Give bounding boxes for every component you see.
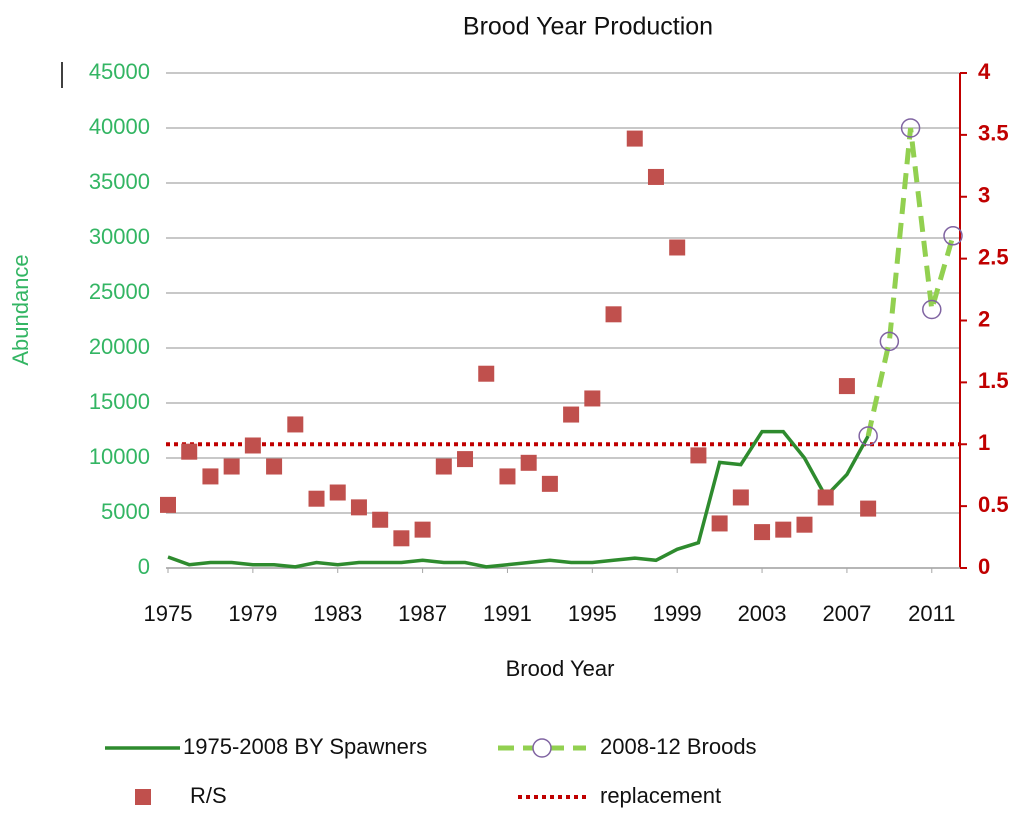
scatter-point	[499, 468, 516, 485]
y2-tick-label: 1	[978, 430, 990, 455]
y-tick-label: 40000	[89, 114, 150, 139]
y-tick-label: 30000	[89, 224, 150, 249]
scatter-point	[754, 524, 771, 541]
x-tick-label: 1975	[144, 601, 193, 626]
y2-tick-label: 3.5	[978, 121, 1009, 146]
marker	[943, 226, 963, 246]
scatter-point	[541, 475, 558, 492]
legend-label: R/S	[190, 783, 227, 808]
legend-marker	[532, 738, 552, 758]
scatter-point	[690, 447, 707, 464]
x-axis-label: Brood Year	[506, 656, 615, 681]
legend-label: replacement	[600, 783, 721, 808]
x-tick-label: 1999	[653, 601, 702, 626]
scatter-point	[520, 454, 537, 471]
scatter-point	[181, 443, 198, 460]
scatter-point	[626, 130, 643, 147]
scatter-point	[796, 516, 813, 533]
scatter-point	[223, 458, 240, 475]
y-tick-label: 5000	[101, 499, 150, 524]
marker	[922, 299, 942, 320]
legend-label: 1975-2008 BY Spawners	[183, 734, 427, 759]
marker	[900, 118, 921, 138]
scatter-point	[414, 521, 431, 538]
x-tick-label: 2003	[738, 601, 787, 626]
legend-swatch	[135, 789, 151, 805]
y-tick-label: 35000	[89, 169, 150, 194]
marker	[858, 426, 878, 446]
legend-label: 2008-12 Broods	[600, 734, 757, 759]
scatter-point	[329, 484, 346, 501]
chart-title: Brood Year Production	[463, 13, 713, 41]
x-tick-label: 1995	[568, 601, 617, 626]
y2-tick-label: 2.5	[978, 244, 1009, 269]
scatter-point	[266, 458, 283, 475]
scatter-point	[860, 500, 877, 517]
scatter-point	[711, 515, 728, 532]
series-line	[865, 127, 956, 437]
y-axis-label: Abundance	[8, 254, 33, 365]
scatter-point	[478, 365, 495, 382]
y2-tick-label: 3	[978, 183, 990, 208]
scatter-point	[838, 378, 855, 395]
scatter-point	[669, 239, 686, 256]
x-tick-label: 1983	[313, 601, 362, 626]
x-tick-label: 1987	[398, 601, 447, 626]
series-line	[167, 429, 870, 569]
y2-tick-label: 4	[978, 59, 991, 84]
y2-tick-label: 0.5	[978, 492, 1009, 517]
scatter-point	[393, 530, 410, 547]
y-tick-label: 25000	[89, 279, 150, 304]
y-tick-label: 45000	[89, 59, 150, 84]
scatter-point	[605, 306, 622, 323]
scatter-point	[244, 437, 261, 454]
scatter-point	[647, 168, 664, 185]
scatter-point	[202, 468, 219, 485]
scatter-point	[287, 416, 304, 433]
y2-tick-label: 0	[978, 554, 990, 579]
scatter-point	[435, 458, 452, 475]
y2-tick-label: 1.5	[978, 368, 1009, 393]
scatter-point	[160, 496, 176, 513]
scatter-point	[308, 490, 325, 507]
x-tick-label: 2011	[908, 601, 955, 626]
scatter-point	[817, 489, 834, 506]
y2-tick-label: 2	[978, 306, 990, 331]
y-tick-label: 10000	[89, 444, 150, 469]
scatter-point	[457, 451, 474, 468]
scatter-point	[584, 390, 601, 407]
scatter-point	[775, 521, 792, 538]
x-tick-label: 1991	[483, 601, 532, 626]
scatter-point	[563, 406, 580, 423]
y-tick-label: 0	[138, 554, 150, 579]
y-tick-label: 20000	[89, 334, 150, 359]
scatter-point	[372, 511, 389, 528]
scatter-point	[350, 499, 367, 516]
scatter-point	[732, 489, 749, 506]
x-tick-label: 1979	[228, 601, 277, 626]
y-tick-label: 15000	[89, 389, 150, 414]
x-tick-label: 2007	[822, 601, 871, 626]
marker	[879, 331, 900, 352]
